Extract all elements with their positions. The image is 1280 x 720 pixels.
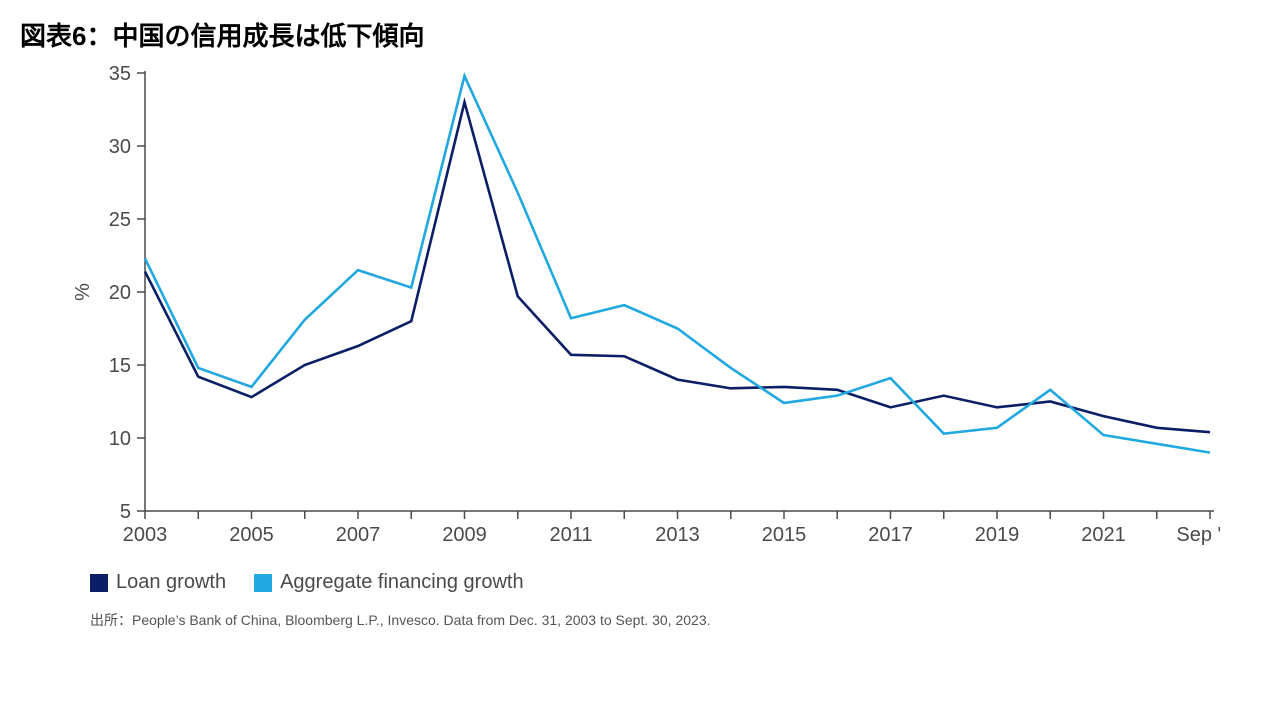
x-tick-label: 2021 <box>1081 524 1126 546</box>
legend-label-agg: Aggregate financing growth <box>280 571 524 594</box>
line-chart: 5 10 15 20 25 30 35% 2003 2005 2007 2009 2011 2013 20… <box>40 61 1220 561</box>
x-tick-label: 2015 <box>762 524 807 546</box>
y-tick-label: 5 <box>120 501 131 523</box>
y-tick-label: 15 <box>109 355 131 377</box>
y-tick-label: 35 <box>109 63 131 85</box>
legend-swatch-loan <box>90 574 108 592</box>
chart-title: 図表6：中国の信用成長は低下傾向 <box>0 0 1280 61</box>
x-tick-label: 2013 <box>655 524 700 546</box>
chart-container: 5 10 15 20 25 30 35% 2003 2005 2007 2009 2011 2013 20… <box>40 61 1240 561</box>
legend: Loan growth Aggregate financing growth <box>0 561 1280 600</box>
y-tick-label: 20 <box>109 282 131 304</box>
series-loan <box>145 102 1210 432</box>
legend-swatch-agg <box>254 574 272 592</box>
x-tick-label: Sep '23 <box>1176 524 1220 546</box>
x-tick-label: 2011 <box>549 524 592 546</box>
legend-label-loan: Loan growth <box>116 571 226 594</box>
y-tick-label: 25 <box>109 209 131 231</box>
x-tick-label: 2009 <box>442 524 487 546</box>
legend-item-agg: Aggregate financing growth <box>254 571 524 594</box>
x-tick-label: 2007 <box>336 524 381 546</box>
y-tick-label: 30 <box>109 136 131 158</box>
x-tick-label: 2003 <box>123 524 168 546</box>
series-agg <box>145 76 1210 453</box>
source-text: 出所：People’s Bank of China, Bloomberg L.P… <box>0 600 1280 630</box>
x-tick-label: 2005 <box>229 524 274 546</box>
y-tick-label: 10 <box>109 428 131 450</box>
y-axis-label: % <box>72 283 94 301</box>
x-tick-label: 2017 <box>868 524 913 546</box>
legend-item-loan: Loan growth <box>90 571 226 594</box>
x-tick-label: 2019 <box>975 524 1020 546</box>
